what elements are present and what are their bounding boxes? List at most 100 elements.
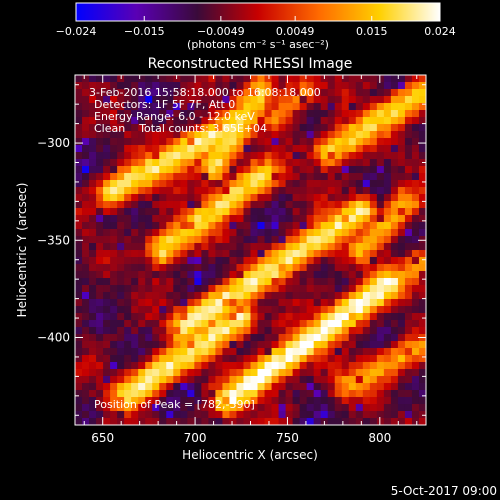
heatmap-cell (411, 271, 420, 279)
heatmap-cell (397, 243, 406, 251)
heatmap-cell (313, 89, 322, 97)
heatmap-cell (152, 82, 160, 90)
heatmap-cell (138, 173, 146, 181)
heatmap-cell (257, 348, 266, 356)
heatmap-cell (110, 243, 118, 251)
heatmap-cell (194, 411, 202, 419)
heatmap-cell (215, 404, 224, 412)
heatmap-cell (250, 397, 259, 405)
heatmap-cell (124, 278, 132, 286)
heatmap-cell (138, 243, 146, 251)
heatmap-cell (334, 348, 343, 356)
heatmap-cell (103, 348, 111, 356)
heatmap-cell (124, 362, 132, 370)
heatmap-cell (215, 418, 224, 425)
heatmap-cell (75, 215, 83, 223)
heatmap-cell (215, 362, 224, 370)
heatmap-cell (362, 334, 371, 342)
heatmap-cell (299, 278, 308, 286)
heatmap-cell (180, 411, 188, 419)
heatmap-cell (390, 341, 399, 349)
heatmap-cell (383, 271, 392, 279)
heatmap-cell (166, 334, 174, 342)
heatmap-cell (96, 117, 104, 125)
heatmap-cell (264, 334, 273, 342)
heatmap-cell (355, 124, 364, 132)
heatmap-cell (152, 397, 160, 405)
heatmap-cell (89, 138, 97, 146)
heatmap-cell (411, 404, 420, 412)
heatmap-cell (145, 418, 153, 425)
heatmap-cell (82, 348, 90, 356)
heatmap-cell (292, 285, 301, 293)
heatmap-cell (299, 292, 308, 300)
heatmap-cell (369, 96, 378, 104)
heatmap-cell (250, 75, 259, 83)
heatmap-cell (173, 383, 181, 391)
heatmap-cell (341, 236, 350, 244)
heatmap-cell (348, 320, 357, 328)
heatmap-cell (96, 285, 104, 293)
heatmap-cell (110, 376, 118, 384)
heatmap-cell (383, 299, 392, 307)
heatmap-cell (376, 334, 385, 342)
heatmap-cell (236, 82, 245, 90)
heatmap-cell (292, 194, 301, 202)
heatmap-cell (334, 334, 343, 342)
heatmap-cell (159, 271, 167, 279)
heatmap-cell (250, 313, 259, 321)
heatmap-cell (222, 124, 231, 132)
heatmap-cell (96, 222, 104, 230)
heatmap-cell (201, 229, 209, 237)
heatmap-cell (117, 404, 125, 412)
heatmap-cell (201, 194, 209, 202)
heatmap-cell (320, 383, 329, 391)
heatmap-cell (383, 362, 392, 370)
heatmap-cell (341, 271, 350, 279)
heatmap-cell (243, 362, 252, 370)
heatmap-cell (313, 362, 322, 370)
heatmap-cell (257, 236, 266, 244)
heatmap-cell (327, 327, 336, 335)
heatmap-cell (383, 250, 392, 258)
heatmap-cell (208, 348, 216, 356)
heatmap-cell (166, 390, 174, 398)
heatmap-cell (278, 229, 287, 237)
heatmap-cell (341, 124, 350, 132)
heatmap-cell (152, 327, 160, 335)
heatmap-cell (362, 299, 371, 307)
heatmap-cell (194, 418, 202, 425)
heatmap-cell (124, 236, 132, 244)
heatmap-cell (285, 124, 294, 132)
heatmap-cell (159, 411, 167, 419)
heatmap-cell (243, 103, 252, 111)
heatmap-cell (75, 103, 83, 111)
heatmap-cell (201, 152, 209, 160)
heatmap-cell (292, 341, 301, 349)
heatmap-cell (180, 131, 188, 139)
heatmap-cell (145, 369, 153, 377)
heatmap-cell (250, 124, 259, 132)
heatmap-cell (187, 397, 195, 405)
heatmap-cell (75, 341, 83, 349)
heatmap-cell (236, 173, 245, 181)
heatmap-cell (313, 159, 322, 167)
heatmap-cell (243, 306, 252, 314)
heatmap-cell (236, 369, 245, 377)
heatmap-cell (299, 145, 308, 153)
heatmap-cell (222, 103, 231, 111)
heatmap-cell (124, 180, 132, 188)
heatmap-cell (173, 201, 181, 209)
heatmap-cell (404, 124, 413, 132)
heatmap-cell (411, 362, 420, 370)
heatmap-cell (306, 320, 315, 328)
heatmap-cell (264, 222, 273, 230)
heatmap-cell (145, 383, 153, 391)
heatmap-cell (348, 313, 357, 321)
heatmap-cell (334, 201, 343, 209)
heatmap-cell (292, 292, 301, 300)
heatmap-cell (327, 376, 336, 384)
heatmap-cell (82, 82, 90, 90)
heatmap-cell (243, 250, 252, 258)
heatmap-cell (418, 285, 426, 293)
